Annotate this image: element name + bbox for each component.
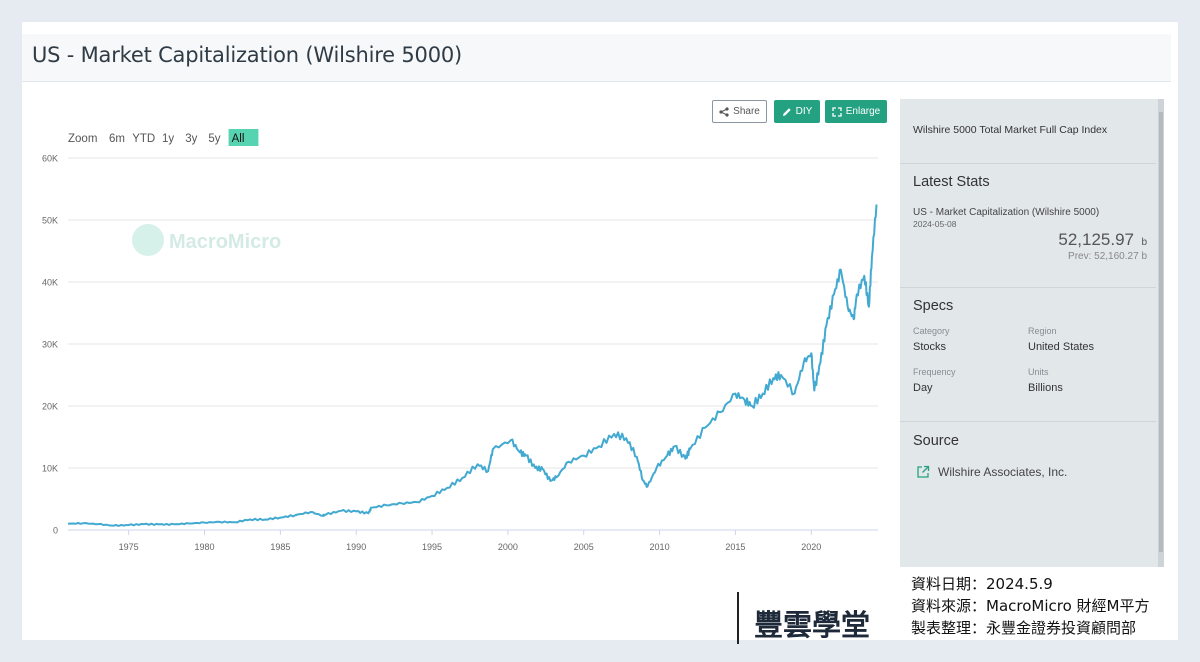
latest-date: 2024-05-08 xyxy=(913,219,957,229)
panel-scrollbar-thumb[interactable] xyxy=(1159,112,1163,552)
divider xyxy=(900,287,1156,288)
chart-card: US - Market Capitalization (Wilshire 500… xyxy=(22,22,1178,644)
share-label: Share xyxy=(733,106,760,117)
divider xyxy=(900,163,1156,164)
divider xyxy=(900,421,1156,422)
latest-value: 52,125.97 xyxy=(1058,230,1134,249)
info-panel: Wilshire 5000 Total Market Full Cap Inde… xyxy=(900,99,1164,567)
y-tick-label: 40K xyxy=(42,278,58,288)
expand-icon xyxy=(832,106,842,117)
y-tick-label: 0 xyxy=(53,526,58,536)
zoom-option-6m[interactable]: 6m xyxy=(109,133,125,145)
footer-compiled-by: 製表整理：永豐金證券投資顧問部 xyxy=(911,619,1137,637)
category-label: Category xyxy=(913,326,950,336)
previous-value-row: Prev: 52,160.27 b xyxy=(1068,251,1147,262)
watermark-logo-icon xyxy=(132,224,164,256)
category-value: Stocks xyxy=(913,341,947,353)
y-tick-label: 30K xyxy=(42,340,58,350)
specs-heading: Specs xyxy=(913,298,954,314)
frequency-label: Frequency xyxy=(913,367,956,377)
source-heading: Source xyxy=(913,433,959,449)
prev-unit: b xyxy=(1141,251,1147,262)
line-chart: Zoom 6m YTD 1y 3y 5y All 0 10K 20K 30K 40K 50K 60K 197… xyxy=(42,129,878,552)
x-tick-label: 1975 xyxy=(119,542,139,552)
units-value: Billions xyxy=(1028,382,1063,394)
enlarge-button[interactable]: Enlarge xyxy=(825,100,887,123)
brand-logo: 豐雲學堂 xyxy=(754,608,871,642)
x-tick-label: 2015 xyxy=(725,542,745,552)
latest-stats-heading: Latest Stats xyxy=(913,174,990,190)
region-label: Region xyxy=(1028,326,1057,336)
zoom-option-5y[interactable]: 5y xyxy=(208,133,220,145)
x-tick-label: 2005 xyxy=(574,542,594,552)
series-line-0 xyxy=(67,204,878,527)
x-tick-label: 1985 xyxy=(270,542,290,552)
x-tick-label: 2000 xyxy=(498,542,518,552)
y-tick-label: 20K xyxy=(42,402,58,412)
title-bar: US - Market Capitalization (Wilshire 500… xyxy=(22,34,1171,82)
watermark: MacroMicro xyxy=(132,224,281,256)
zoom-option-3y[interactable]: 3y xyxy=(185,133,197,145)
series-description: Wilshire 5000 Total Market Full Cap Inde… xyxy=(913,124,1108,136)
y-tick-label: 50K xyxy=(42,216,58,226)
latest-series-name: US - Market Capitalization (Wilshire 500… xyxy=(913,207,1100,218)
diy-button[interactable]: DIY xyxy=(774,100,820,123)
page-title: US - Market Capitalization (Wilshire 500… xyxy=(32,43,463,67)
region-value: United States xyxy=(1028,341,1095,353)
footer-source: 資料來源：MacroMicro 財經M平方 xyxy=(911,597,1150,615)
units-label: Units xyxy=(1028,367,1049,377)
source-link[interactable]: Wilshire Associates, Inc. xyxy=(938,465,1068,479)
watermark-text: MacroMicro xyxy=(169,231,281,253)
x-tick-label: 2010 xyxy=(650,542,670,552)
x-tick-label: 1990 xyxy=(346,542,366,552)
share-button[interactable]: Share xyxy=(712,100,767,123)
zoom-option-1y[interactable]: 1y xyxy=(162,133,174,145)
x-tick-label: 2020 xyxy=(801,542,821,552)
zoom-option-ytd[interactable]: YTD xyxy=(132,133,155,145)
chart-area: Zoom 6m YTD 1y 3y 5y All 0 10K 20K 30K 40K 50K 60K 197… xyxy=(22,120,892,580)
x-tick-label: 1980 xyxy=(195,542,215,552)
zoom-label: Zoom xyxy=(68,133,97,145)
prev-label: Prev: xyxy=(1068,251,1092,262)
share-icon xyxy=(719,106,729,117)
external-link-icon xyxy=(917,465,930,478)
y-tick-label: 10K xyxy=(42,464,58,474)
diy-label: DIY xyxy=(795,106,813,117)
prev-value: 52,160.27 xyxy=(1094,251,1139,262)
footer-date: 資料日期：2024.5.9 xyxy=(911,575,1053,593)
pencil-icon xyxy=(782,107,791,116)
latest-unit: b xyxy=(1141,237,1147,248)
frequency-value: Day xyxy=(913,382,933,394)
zoom-option-all[interactable]: All xyxy=(232,133,245,145)
zoom-selected-highlight xyxy=(228,129,259,146)
x-tick-label: 1995 xyxy=(422,542,442,552)
enlarge-label: Enlarge xyxy=(845,106,881,117)
footer-divider xyxy=(737,592,739,644)
y-tick-label: 60K xyxy=(42,154,58,164)
